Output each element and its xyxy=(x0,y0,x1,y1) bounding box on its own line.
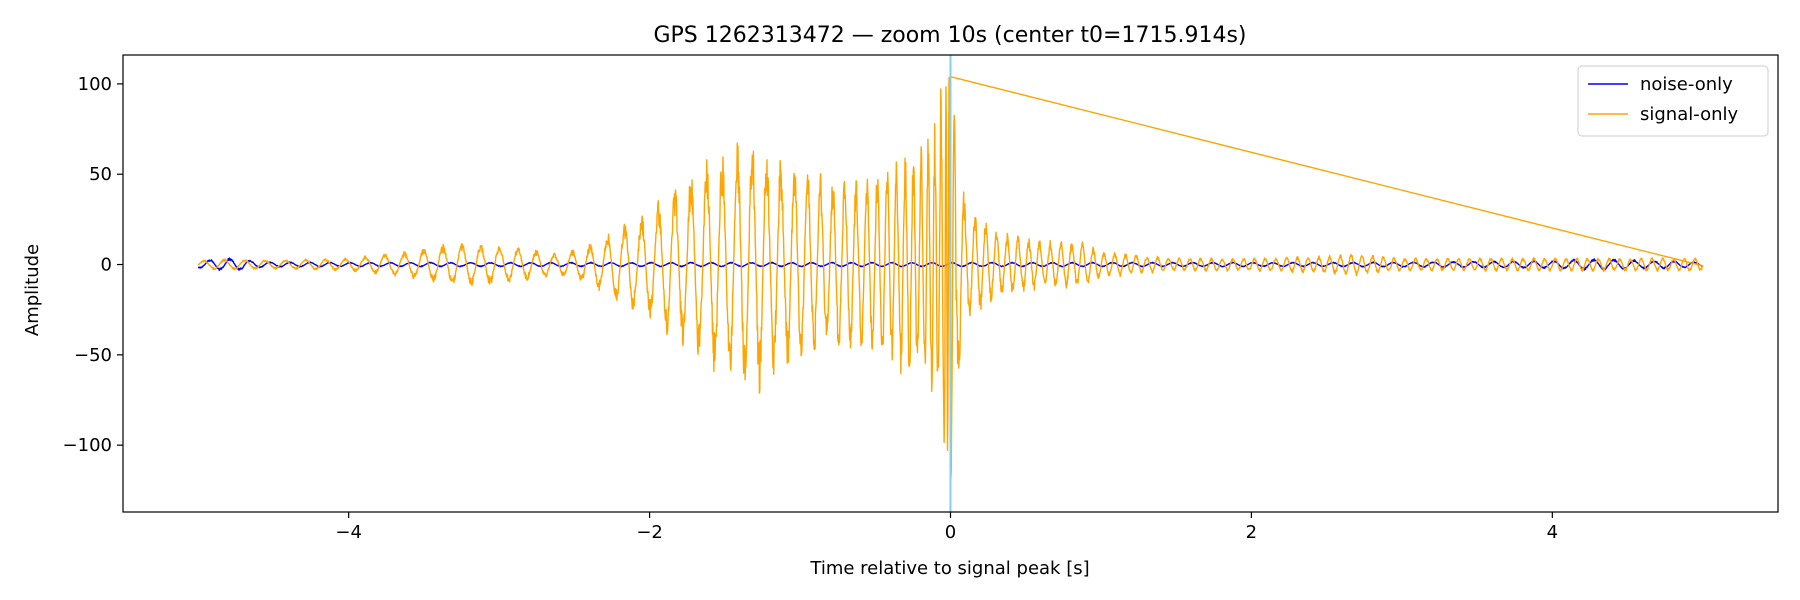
y-tick-label: 50 xyxy=(89,164,112,185)
y-tick-label: 0 xyxy=(101,255,112,276)
x-tick-label: −4 xyxy=(335,522,362,543)
y-axis-label: Amplitude xyxy=(22,244,43,336)
y-tick-label: −50 xyxy=(74,345,112,366)
plot-area: −4 −2 0 2 4 100 50 0 −50 −100 xyxy=(63,54,1779,543)
y-tick-label: 100 xyxy=(78,74,112,95)
y-tick-label: −100 xyxy=(63,435,112,456)
x-tick-label: 0 xyxy=(945,522,956,543)
x-tick-label: −2 xyxy=(636,522,663,543)
legend-label-noise-only: noise-only xyxy=(1640,74,1733,95)
x-axis-label: Time relative to signal peak [s] xyxy=(809,558,1089,579)
x-tick-label: 2 xyxy=(1246,522,1257,543)
legend: noise-only signal-only xyxy=(1577,65,1769,137)
x-tick-label: 4 xyxy=(1547,522,1558,543)
chart-title: GPS 1262313472 — zoom 10s (center t0=171… xyxy=(653,23,1246,48)
legend-label-signal-only: signal-only xyxy=(1640,104,1738,125)
